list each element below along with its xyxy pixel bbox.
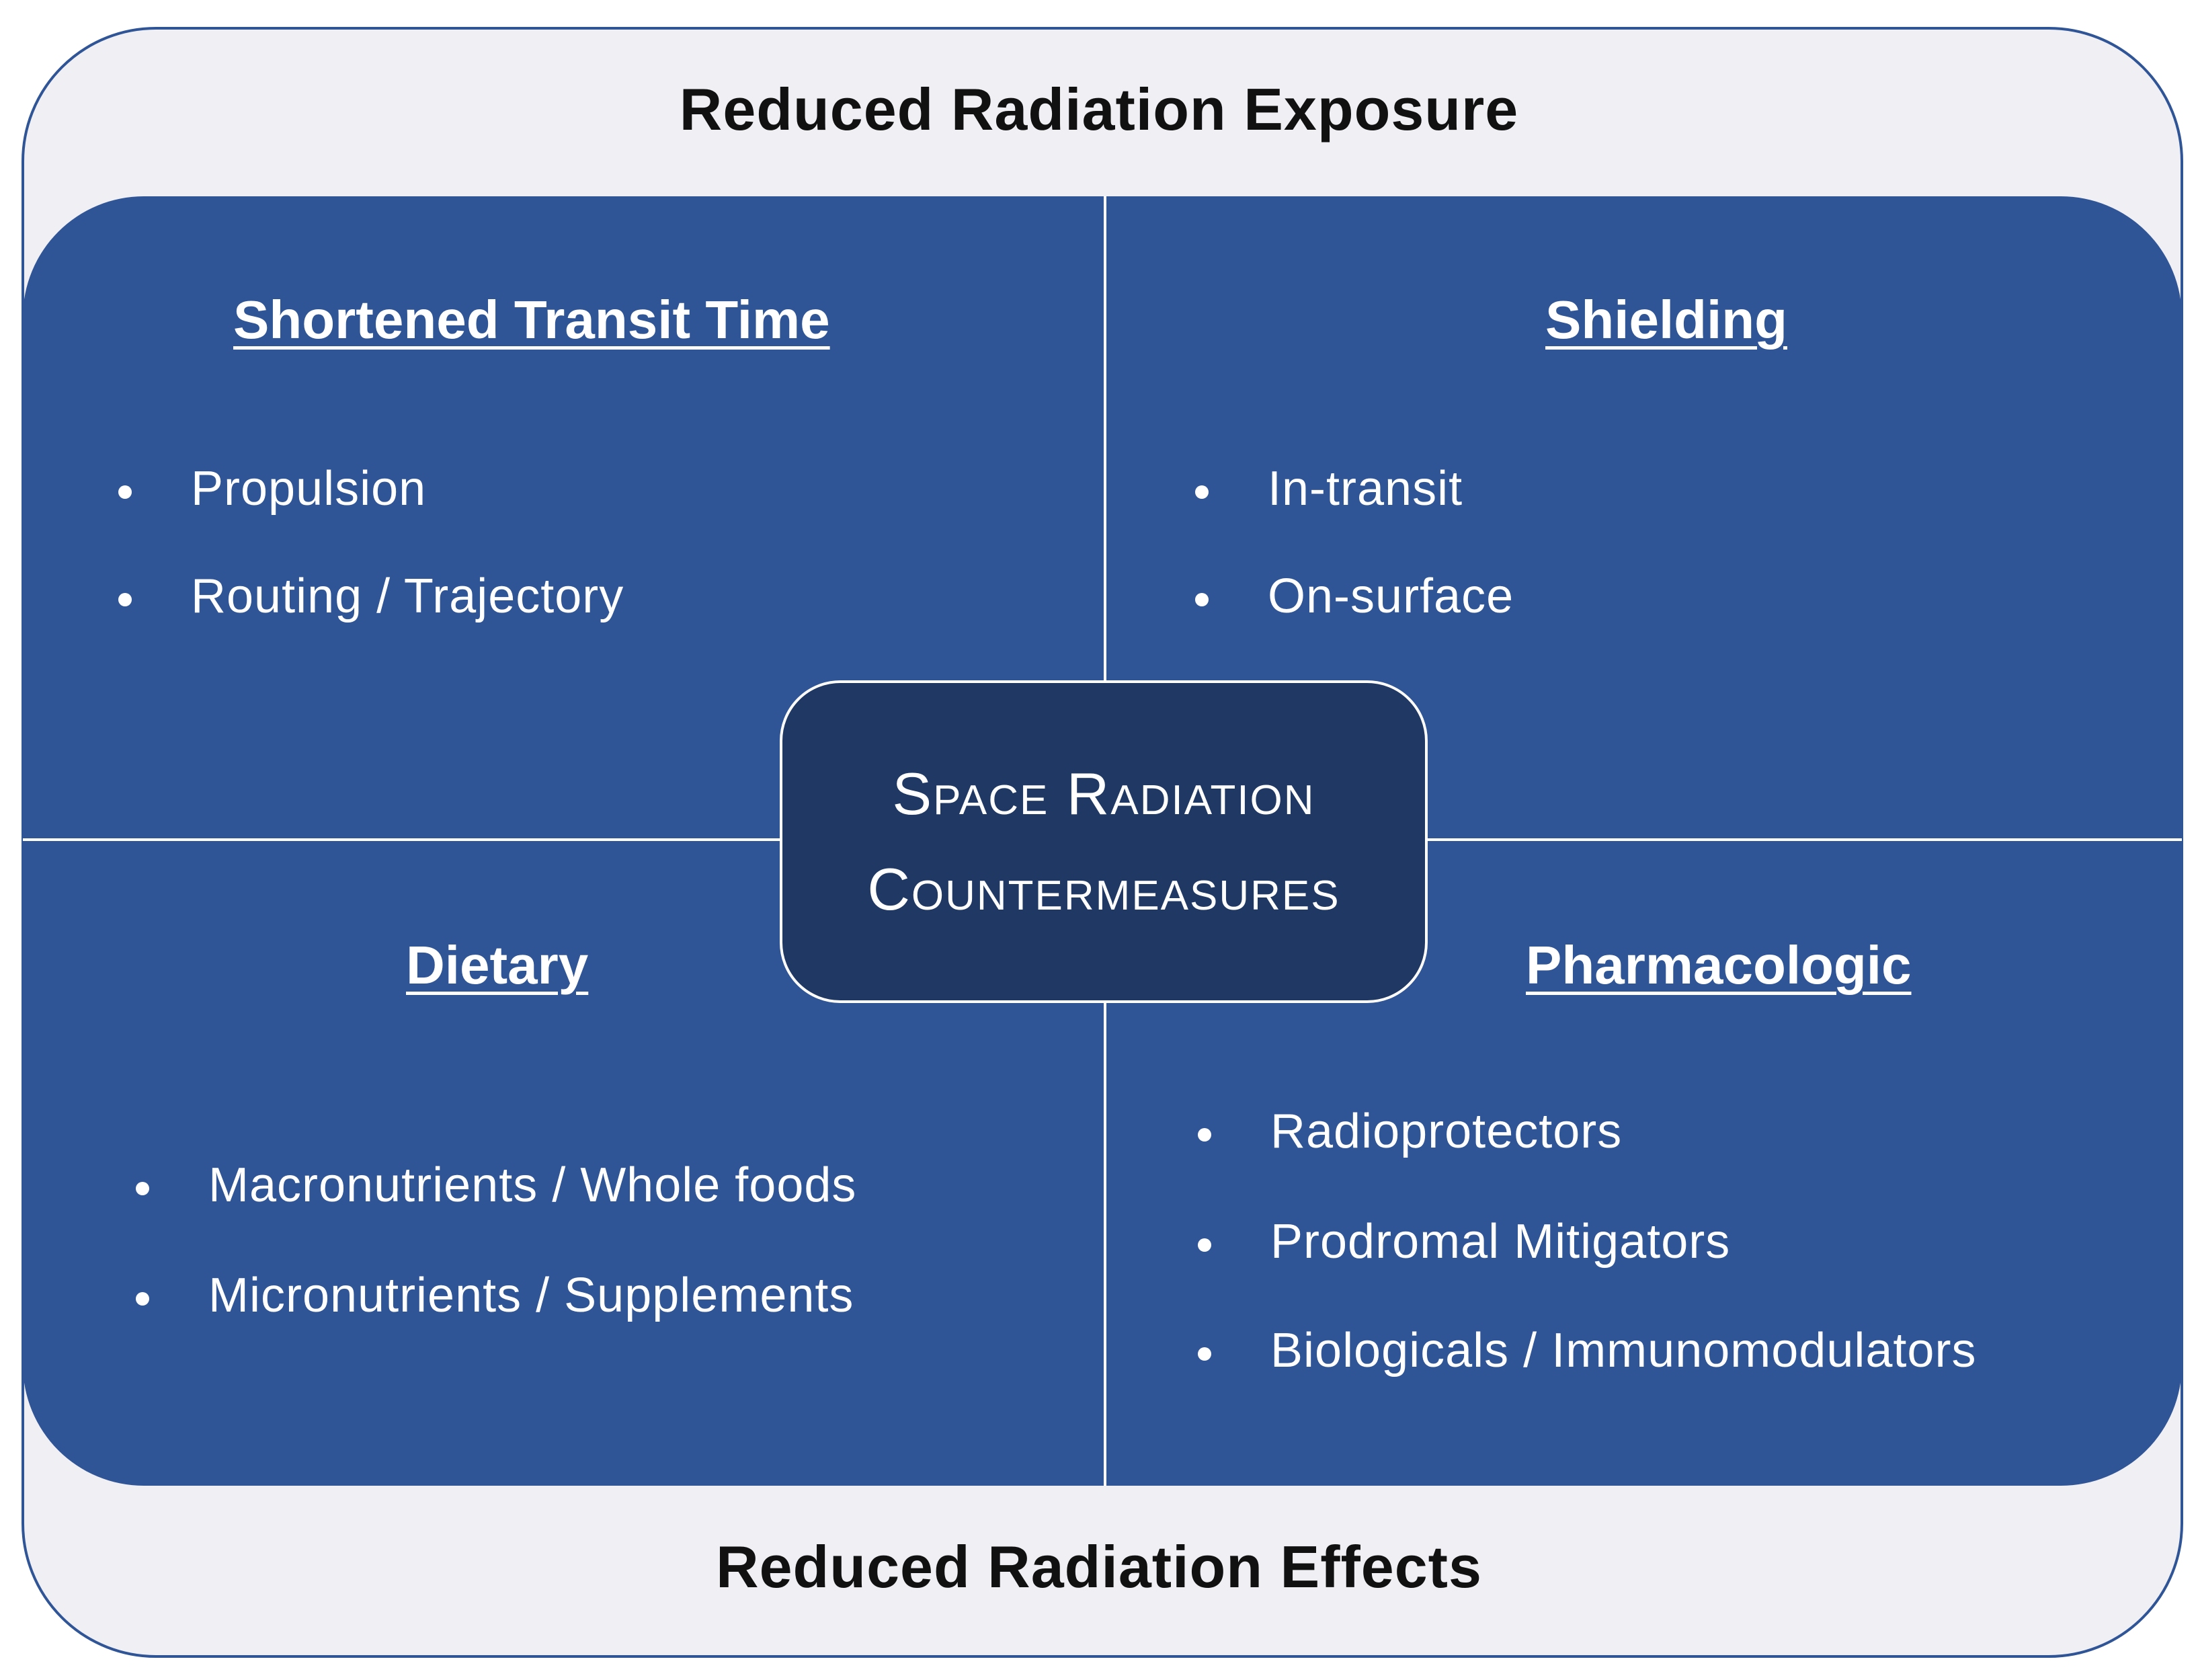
bullet-dot bbox=[118, 593, 132, 606]
heading-shielding: Shielding bbox=[1545, 290, 1787, 350]
center-title-line-2: Countermeasures bbox=[867, 856, 1340, 922]
item-in-transit: In-transit bbox=[1268, 462, 1463, 516]
bullet-dot bbox=[1198, 1238, 1211, 1252]
item-micronutrients: Micronutrients / Supplements bbox=[208, 1269, 854, 1322]
bullet-dot bbox=[118, 485, 132, 499]
heading-pharmacologic: Pharmacologic bbox=[1526, 935, 1912, 995]
item-radioprotectors: Radioprotectors bbox=[1270, 1105, 1623, 1158]
item-biologicals-immunomodulators: Biologicals / Immunomodulators bbox=[1270, 1324, 1977, 1377]
heading-shortened-transit-time: Shortened Transit Time bbox=[233, 290, 830, 350]
bullet-dot bbox=[1198, 1128, 1211, 1142]
bullet-dot bbox=[136, 1292, 149, 1306]
reduced-effects-title: Reduced Radiation Effects bbox=[716, 1533, 1482, 1600]
bullet-dot bbox=[1195, 485, 1209, 499]
bullet-dot bbox=[1198, 1347, 1211, 1361]
item-propulsion: Propulsion bbox=[191, 462, 427, 516]
center-title-line-1: Space Radiation bbox=[892, 760, 1315, 827]
space-radiation-countermeasures-box: Space Radiation Countermeasures bbox=[780, 680, 1428, 1003]
item-routing-trajectory: Routing / Trajectory bbox=[191, 569, 624, 623]
reduced-exposure-title: Reduced Radiation Exposure bbox=[679, 76, 1519, 143]
item-on-surface: On-surface bbox=[1268, 569, 1514, 623]
item-macronutrients: Macronutrients / Whole foods bbox=[208, 1158, 857, 1212]
item-prodromal-mitigators: Prodromal Mitigators bbox=[1270, 1215, 1731, 1269]
heading-dietary: Dietary bbox=[406, 935, 589, 995]
bullet-dot bbox=[1195, 593, 1209, 606]
bullet-dot bbox=[136, 1182, 149, 1195]
